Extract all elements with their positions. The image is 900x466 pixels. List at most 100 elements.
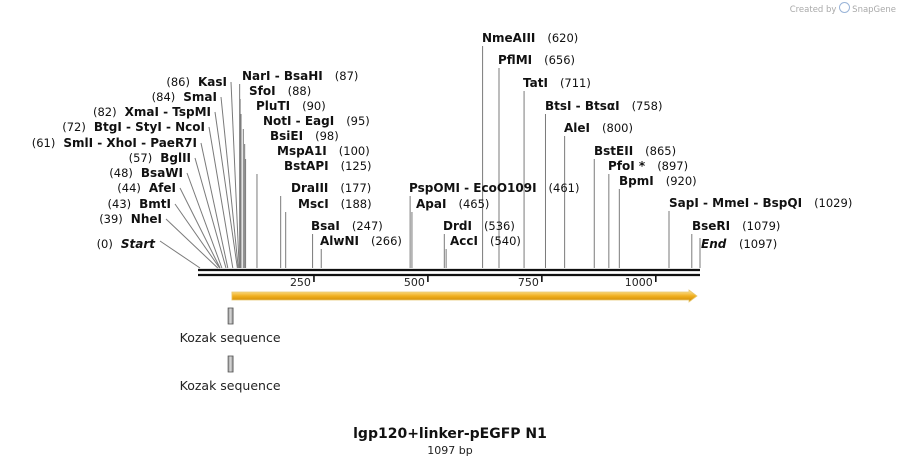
site-position-bsiei: (98) bbox=[315, 129, 339, 143]
site-label-sapi-mmei-bspqi[interactable]: SapI - MmeI - BspQI bbox=[669, 196, 802, 210]
site-label-pflmi[interactable]: PflMI bbox=[498, 53, 532, 67]
site-position-mspa1i: (100) bbox=[339, 144, 370, 158]
site-label-bglii[interactable]: BglII bbox=[160, 151, 191, 165]
sequence-ruler: 250 500 750 1000 bbox=[198, 268, 700, 289]
site-label-mspa1i[interactable]: MspA1I bbox=[277, 144, 327, 158]
end-position: (1097) bbox=[739, 237, 777, 251]
site-label-smai[interactable]: SmaI bbox=[183, 90, 217, 104]
site-position-bsteii: (865) bbox=[645, 144, 676, 158]
site-position-bmti: (43) bbox=[108, 197, 132, 211]
snapgene-credit: Created by SnapGene bbox=[790, 2, 896, 15]
site-label-xmai-tspmi[interactable]: XmaI - TspMI bbox=[125, 105, 211, 119]
site-label-btsi-bts-i[interactable]: BtsI - BtsαI bbox=[545, 99, 620, 113]
leader-start bbox=[159, 240, 201, 269]
site-position-noti-eagi: (95) bbox=[346, 114, 370, 128]
site-label-bmti[interactable]: BmtI bbox=[139, 197, 171, 211]
site-position-bpmi: (920) bbox=[666, 174, 697, 188]
site-position-bseri: (1079) bbox=[742, 219, 780, 233]
tick-label-250: 250 bbox=[290, 276, 311, 289]
leader-kasi bbox=[230, 81, 240, 269]
site-label-afei[interactable]: AfeI bbox=[149, 181, 176, 195]
site-label-smli-xhoi-paer7i[interactable]: SmlI - XhoI - PaeR7I bbox=[63, 136, 197, 150]
site-label-bseri[interactable]: BseRI bbox=[692, 219, 730, 233]
orf-arrow[interactable] bbox=[231, 289, 698, 303]
snapgene-logo-icon bbox=[839, 2, 851, 13]
site-label-alwni[interactable]: AlwNI bbox=[320, 234, 359, 248]
site-position-apai: (465) bbox=[458, 197, 489, 211]
site-position-btgi-styi-ncoi: (72) bbox=[62, 120, 86, 134]
site-position-pluti: (90) bbox=[302, 99, 326, 113]
start-position: (0) bbox=[97, 237, 113, 251]
leader-smai bbox=[220, 96, 239, 269]
leader-bglii bbox=[194, 157, 227, 269]
site-position-smai: (84) bbox=[152, 90, 176, 104]
site-position-btsi-bts-i: (758) bbox=[632, 99, 663, 113]
site-position-nhei: (39) bbox=[99, 212, 123, 226]
site-position-bsawi: (48) bbox=[109, 166, 133, 180]
site-leaders bbox=[159, 46, 701, 269]
site-position-alwni: (266) bbox=[371, 234, 402, 248]
site-label-sfoi[interactable]: SfoI bbox=[249, 84, 276, 98]
site-label-nhei[interactable]: NheI bbox=[131, 212, 162, 226]
site-label-bsteii[interactable]: BstEII bbox=[594, 144, 633, 158]
site-label-msci[interactable]: MscI bbox=[298, 197, 329, 211]
site-position-sapi-mmei-bspqi: (1029) bbox=[814, 196, 852, 210]
leader-smli-xhoi-paer7i bbox=[200, 142, 229, 269]
site-position-tati: (711) bbox=[560, 76, 591, 90]
kozak-box-2[interactable] bbox=[227, 355, 234, 373]
site-position-nari-bsahi: (87) bbox=[335, 69, 359, 83]
site-position-bglii: (57) bbox=[129, 151, 153, 165]
site-position-xmai-tspmi: (82) bbox=[93, 105, 117, 119]
site-label-kasi[interactable]: KasI bbox=[198, 75, 227, 89]
site-label-acci[interactable]: AccI bbox=[450, 234, 478, 248]
site-label-drdi[interactable]: DrdI bbox=[443, 219, 472, 233]
site-label-bsiei[interactable]: BsiEI bbox=[270, 129, 303, 143]
site-label-pspomi-ecoo109i[interactable]: PspOMI - EcoO109I bbox=[409, 181, 537, 195]
credit-prefix: Created by bbox=[789, 5, 837, 15]
site-label-nari-bsahi[interactable]: NarI - BsaHI bbox=[242, 69, 323, 83]
site-label-bpmi[interactable]: BpmI bbox=[619, 174, 654, 188]
site-position-pspomi-ecoo109i: (461) bbox=[549, 181, 580, 195]
site-position-pflmi: (656) bbox=[544, 53, 575, 67]
site-label-apai[interactable]: ApaI bbox=[416, 197, 446, 211]
site-label-alei[interactable]: AleI bbox=[564, 121, 590, 135]
site-labels: (39) NheI(43) BmtI (44) AfeI (48) BsaWI(57) Bgl… bbox=[32, 31, 853, 251]
site-position-kasi: (86) bbox=[166, 75, 190, 89]
site-label-draiii[interactable]: DraIII bbox=[291, 181, 328, 195]
kozak-label-1: Kozak sequence bbox=[180, 330, 281, 345]
site-label-bstapi[interactable]: BstAPI bbox=[284, 159, 329, 173]
site-position-drdi: (536) bbox=[484, 219, 515, 233]
map-length: 1097 bp bbox=[427, 444, 473, 457]
tick-label-750: 750 bbox=[518, 276, 539, 289]
site-position-sfoi: (88) bbox=[288, 84, 312, 98]
site-position-smli-xhoi-paer7i: (61) bbox=[32, 136, 56, 150]
map-title: lgp120+linker-pEGFP N1 bbox=[353, 426, 547, 442]
site-position-bsai: (247) bbox=[352, 219, 383, 233]
site-label-nmeaiii[interactable]: NmeAIII bbox=[482, 31, 535, 45]
site-position-msci: (188) bbox=[341, 197, 372, 211]
leader-xmai-tspmi bbox=[214, 111, 238, 269]
start-label: Start bbox=[121, 237, 156, 251]
site-position-draiii: (177) bbox=[340, 181, 371, 195]
features: Kozak sequence Kozak sequence bbox=[180, 289, 698, 393]
site-position-pfoi: (897) bbox=[657, 159, 688, 173]
site-position-acci: (540) bbox=[490, 234, 521, 248]
site-label-noti-eagi[interactable]: NotI - EagI bbox=[263, 114, 334, 128]
site-position-nmeaiii: (620) bbox=[547, 31, 578, 45]
site-position-bstapi: (125) bbox=[341, 159, 372, 173]
kozak-box-1[interactable] bbox=[227, 307, 234, 325]
site-label-tati[interactable]: TatI bbox=[523, 76, 548, 90]
tick-label-1000: 1000 bbox=[625, 276, 653, 289]
credit-brand: SnapGene bbox=[852, 5, 896, 15]
site-label-btgi-styi-ncoi[interactable]: BtgI - StyI - NcoI bbox=[94, 120, 205, 134]
site-position-alei: (800) bbox=[602, 121, 633, 135]
site-label-pfoi[interactable]: PfoI * bbox=[608, 159, 646, 173]
site-label-pluti[interactable]: PluTI bbox=[256, 99, 290, 113]
leader-nhei bbox=[165, 218, 219, 269]
leader-bsawi bbox=[186, 172, 223, 269]
site-label-bsai[interactable]: BsaI bbox=[311, 219, 340, 233]
site-label-bsawi[interactable]: BsaWI bbox=[141, 166, 183, 180]
end-label: End bbox=[701, 237, 727, 251]
leader-bmti bbox=[174, 203, 221, 269]
